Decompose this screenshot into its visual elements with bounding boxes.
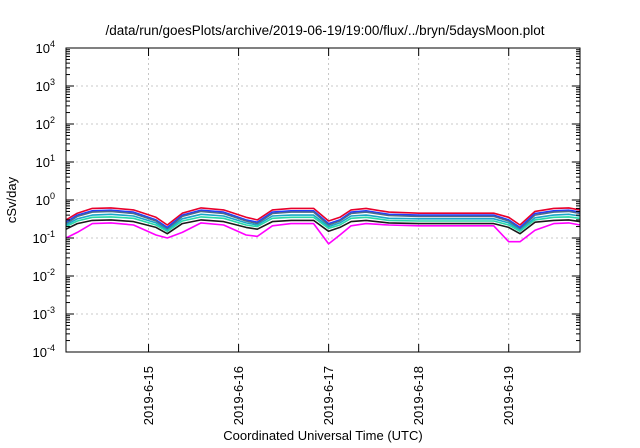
- y-tick-label: 102: [36, 115, 55, 132]
- y-tick-label: 100: [36, 191, 55, 208]
- x-tick-label: 2019-6-16: [231, 366, 246, 425]
- y-tick-base: 10: [33, 231, 47, 246]
- series-line-6: [65, 219, 581, 235]
- y-tick-base: 10: [33, 345, 47, 360]
- series-line-4: [65, 213, 581, 231]
- y-tick-exponent: 2: [50, 115, 55, 125]
- series-line-2: [65, 209, 581, 229]
- chart-title: /data/run/goesPlots/archive/2019-06-19/1…: [105, 23, 544, 38]
- y-tick-exponent: -4: [47, 343, 55, 353]
- y-tick-base: 10: [36, 117, 50, 132]
- series-line-5: [65, 216, 581, 233]
- data-series: [65, 207, 581, 245]
- x-tick-label: 2019-6-17: [321, 366, 336, 425]
- x-tick-label: 2019-6-18: [411, 366, 426, 425]
- y-tick-exponent: 1: [50, 153, 55, 163]
- x-tick-label: 2019-6-19: [501, 366, 516, 425]
- y-tick-exponent: 3: [50, 77, 55, 87]
- y-tick-exponent: 0: [50, 191, 55, 201]
- x-tick-label: 2019-6-15: [141, 366, 156, 425]
- y-tick-label: 103: [36, 77, 55, 94]
- y-tick-base: 10: [36, 193, 50, 208]
- y-tick-base: 10: [36, 155, 50, 170]
- y-tick-exponent: -3: [47, 305, 55, 315]
- y-tick-base: 10: [36, 41, 50, 56]
- y-tick-exponent: -2: [47, 267, 55, 277]
- y-axis-title: cSv/day: [4, 176, 19, 223]
- series-line-1: [65, 207, 581, 226]
- y-tick-label: 101: [36, 153, 55, 170]
- y-tick-label: 10-2: [33, 267, 55, 284]
- x-axis-title: Coordinated Universal Time (UTC): [223, 428, 422, 443]
- y-tick-label: 104: [36, 39, 55, 56]
- y-tick-label: 10-1: [33, 229, 55, 246]
- y-tick-base: 10: [33, 269, 47, 284]
- series-line-7: [65, 222, 581, 245]
- y-tick-exponent: 4: [50, 39, 55, 49]
- y-tick-exponent: -1: [47, 229, 55, 239]
- x-axis: 2019-6-15 2019-6-16 2019-6-17 2019-6-18 2019…: [141, 48, 516, 425]
- y-tick-label: 10-3: [33, 305, 55, 322]
- grid-lines: [66, 48, 580, 352]
- y-tick-label: 10-4: [33, 343, 55, 360]
- y-tick-base: 10: [33, 307, 47, 322]
- y-tick-base: 10: [36, 79, 50, 94]
- series-line-3: [65, 210, 581, 230]
